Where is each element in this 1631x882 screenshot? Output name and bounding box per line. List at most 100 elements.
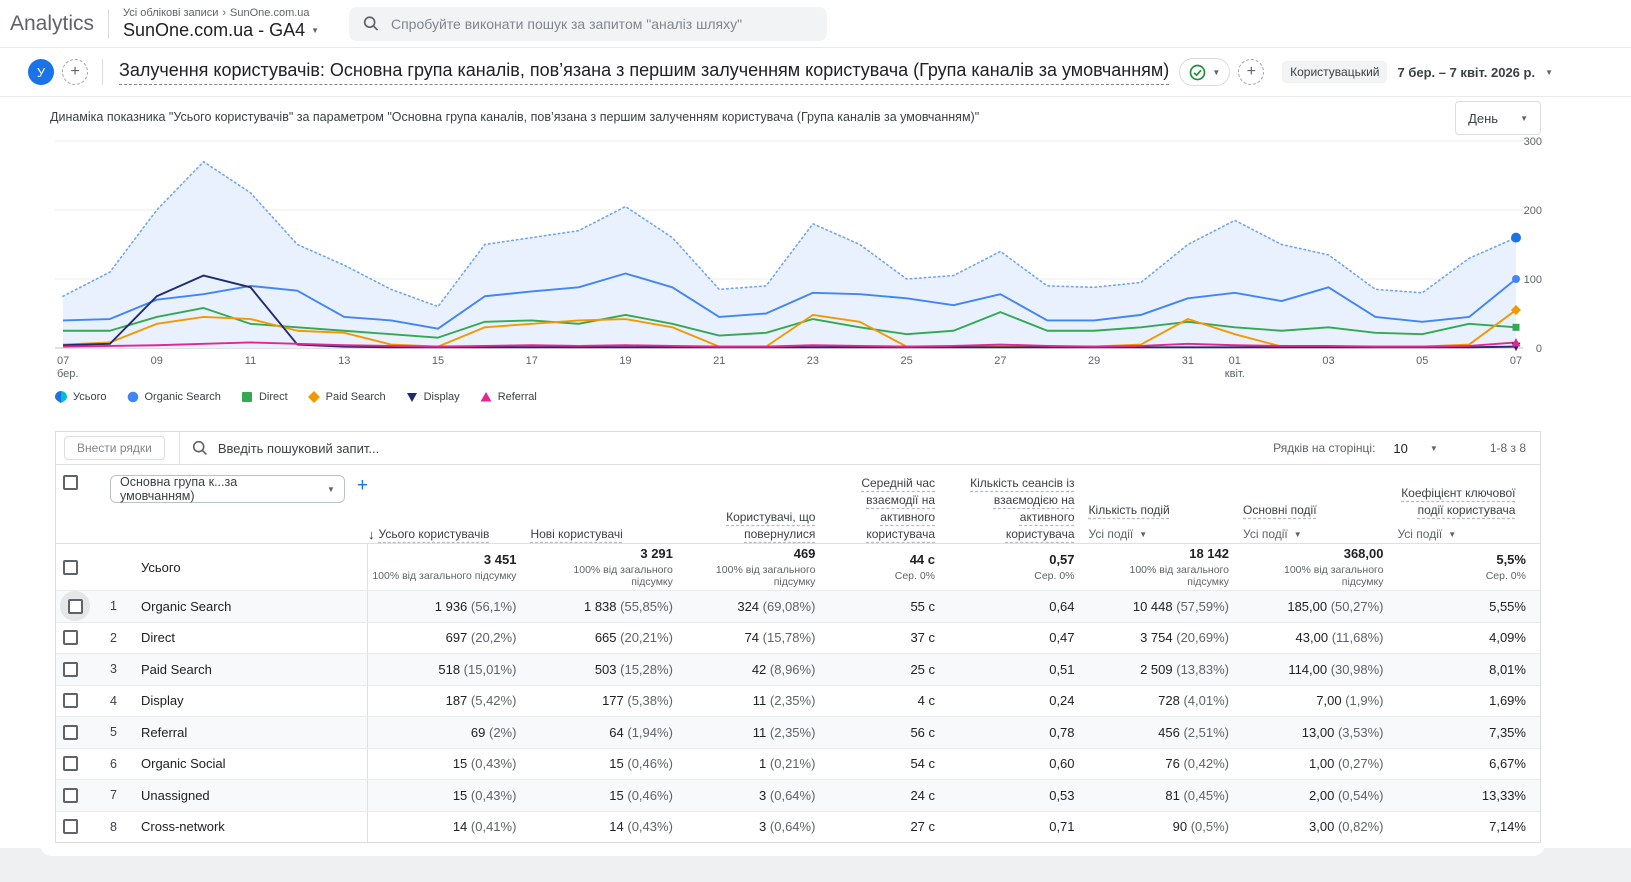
column-header[interactable]: Нові користувачі bbox=[530, 527, 623, 541]
add-dimension-button[interactable]: + bbox=[356, 475, 368, 496]
row-checkbox[interactable] bbox=[63, 787, 78, 803]
dimension-selector[interactable]: Основна група к...за умовчанням) ▼ bbox=[110, 475, 345, 503]
column-header[interactable]: Коефіцієнт ключової події користувача Усі… bbox=[1397, 486, 1516, 541]
legend-item[interactable]: Display bbox=[406, 391, 460, 403]
insert-rows-button[interactable]: Внести рядки bbox=[64, 436, 165, 460]
row-checkbox[interactable] bbox=[63, 630, 78, 646]
property-name[interactable]: SunOne.com.ua - GA4 bbox=[123, 19, 306, 40]
pin-marker-icon bbox=[55, 391, 67, 403]
metric-value: 13,00 (3,53%) bbox=[1301, 724, 1384, 740]
metric-value: 4,09% bbox=[1489, 630, 1526, 646]
event-filter[interactable]: Усі події bbox=[1397, 527, 1443, 541]
add-report-button[interactable]: + bbox=[1238, 59, 1265, 85]
chevron-down-icon[interactable]: ▼ bbox=[1545, 67, 1553, 77]
row-checkbox-cell bbox=[56, 623, 96, 654]
table-body: 1 Organic Search 1 936 (56,1%) 1 838 (55,85… bbox=[56, 590, 1540, 842]
breadcrumb-current[interactable]: SunOne.com.ua bbox=[230, 6, 310, 19]
legend-item[interactable]: Direct bbox=[241, 391, 288, 403]
totals-value: 5,5% Сер. 0% bbox=[1485, 552, 1526, 582]
table-row[interactable]: 7 Unassigned 15 (0,43%) 15 (0,46%) 3 (0,64%)… bbox=[56, 779, 1540, 811]
data-table: Внести рядки Рядків на сторінці: 10 ▼ 1-… bbox=[55, 431, 1541, 843]
event-filter[interactable]: Усі події bbox=[1243, 527, 1288, 541]
metric-value: 27 с bbox=[910, 819, 936, 835]
metric-value: 3,00 (0,82%) bbox=[1309, 819, 1384, 835]
metric-value: 90 (0,5%) bbox=[1172, 819, 1229, 835]
diamond-marker-icon bbox=[307, 391, 320, 403]
global-search[interactable] bbox=[349, 6, 828, 41]
breadcrumb-separator-icon: › bbox=[222, 6, 227, 19]
metric-value: 15 (0,43%) bbox=[452, 787, 517, 803]
svg-text:05: 05 bbox=[1416, 355, 1428, 367]
granularity-dropdown[interactable]: День ▼ bbox=[1455, 101, 1541, 135]
date-range[interactable]: 7 бер. – 7 квіт. 2026 р. bbox=[1397, 64, 1536, 80]
legend-item[interactable]: Усього bbox=[55, 391, 107, 403]
row-number: 7 bbox=[110, 788, 117, 803]
table-row[interactable]: 1 Organic Search 1 936 (56,1%) 1 838 (55,85… bbox=[56, 590, 1540, 622]
table-search[interactable] bbox=[192, 440, 1273, 456]
legend-item[interactable]: Referral bbox=[480, 391, 537, 403]
metric-value: 15 (0,43%) bbox=[452, 756, 517, 772]
row-checkbox-cell bbox=[56, 717, 96, 748]
column-header[interactable]: Користувачі, що повернулися bbox=[726, 510, 816, 541]
metric-value: 2,00 (0,54%) bbox=[1309, 787, 1384, 803]
legend-item[interactable]: Paid Search bbox=[307, 391, 386, 403]
avatar[interactable]: У bbox=[28, 59, 54, 85]
metric-value: 503 (15,28%) bbox=[594, 661, 673, 677]
svg-text:07: 07 bbox=[57, 355, 69, 367]
table-row[interactable]: 4 Display 187 (5,42%) 177 (5,38%) 11 (2,35%)… bbox=[56, 684, 1540, 716]
metric-value: 324 (69,08%) bbox=[737, 598, 816, 614]
row-checkbox[interactable] bbox=[63, 693, 78, 709]
search-input[interactable] bbox=[390, 15, 814, 32]
metric-value: 3 754 (20,69%) bbox=[1140, 630, 1229, 646]
channel-name: Direct bbox=[134, 622, 368, 653]
metric-value: 14 (0,41%) bbox=[452, 819, 517, 835]
report-title[interactable]: Залучення користувачів: Основна група ка… bbox=[119, 60, 1170, 85]
metric-value: 10 448 (57,59%) bbox=[1132, 598, 1229, 614]
channel-name: Organic Search bbox=[134, 591, 368, 622]
metric-value: 0,60 bbox=[1049, 756, 1075, 772]
column-header[interactable]: Основні події Усі події ▼ bbox=[1243, 503, 1317, 541]
chevron-down-icon[interactable]: ▼ bbox=[1429, 443, 1438, 453]
chevron-down-icon: ▼ bbox=[1293, 530, 1302, 539]
granularity-value: День bbox=[1468, 110, 1499, 126]
chevron-down-icon: ▼ bbox=[1448, 530, 1457, 539]
column-header[interactable]: ↓ Усього користувачів bbox=[368, 527, 490, 542]
select-all-checkbox[interactable] bbox=[63, 475, 78, 490]
add-comparison-button[interactable]: + bbox=[62, 59, 88, 85]
chevron-down-icon: ▼ bbox=[326, 484, 335, 494]
metric-value: 3 (0,64%) bbox=[759, 819, 816, 835]
svg-text:27: 27 bbox=[994, 355, 1006, 367]
svg-text:29: 29 bbox=[1088, 355, 1100, 367]
row-checkbox[interactable] bbox=[63, 724, 78, 740]
metric-value: 0,47 bbox=[1049, 630, 1075, 646]
table-search-input[interactable] bbox=[217, 440, 638, 456]
divider bbox=[108, 8, 110, 39]
metric-value: 42 (8,96%) bbox=[751, 661, 816, 677]
table-row[interactable]: 3 Paid Search 518 (15,01%) 503 (15,28%) 42 (… bbox=[56, 653, 1540, 685]
totals-checkbox[interactable] bbox=[63, 559, 78, 575]
metric-value: 3 (0,64%) bbox=[759, 787, 816, 803]
row-checkbox[interactable] bbox=[63, 661, 78, 677]
metric-value: 37 с bbox=[910, 630, 936, 646]
report-status-button[interactable]: ▼ bbox=[1179, 58, 1231, 86]
breadcrumb-root[interactable]: Усі облікові записи bbox=[123, 6, 219, 19]
circle-marker-icon bbox=[127, 391, 138, 403]
totals-label: Усього bbox=[134, 544, 368, 590]
row-checkbox[interactable] bbox=[63, 756, 78, 772]
column-header[interactable]: Кількість сеансів із взаємодією на актив… bbox=[970, 476, 1075, 541]
report-header: У + Залучення користувачів: Основна груп… bbox=[0, 48, 1631, 97]
column-header[interactable]: Кількість подій Усі події ▼ bbox=[1088, 503, 1170, 541]
event-filter[interactable]: Усі події bbox=[1088, 527, 1134, 541]
legend-item[interactable]: Organic Search bbox=[127, 391, 221, 403]
table-row[interactable]: 8 Cross-network 14 (0,41%) 14 (0,43%) 3 (0,6… bbox=[56, 810, 1540, 842]
column-header[interactable]: Середній час взаємодії на активного кори… bbox=[861, 476, 936, 541]
rows-per-page-value[interactable]: 10 bbox=[1393, 440, 1408, 456]
account-switcher[interactable]: Усі облікові записи › SunOne.com.ua SunO… bbox=[123, 7, 319, 41]
metric-value: 11 (2,35%) bbox=[752, 724, 816, 740]
row-checkbox[interactable] bbox=[63, 819, 78, 835]
table-row[interactable]: 5 Referral 69 (2%) 64 (1,94%) 11 (2,35%) 56 с… bbox=[56, 716, 1540, 748]
table-row[interactable]: 6 Organic Social 15 (0,43%) 15 (0,46%) 1 (0,… bbox=[56, 747, 1540, 779]
table-row[interactable]: 2 Direct 697 (20,2%) 665 (20,21%) 74 (15,78%… bbox=[56, 621, 1540, 654]
row-checkbox[interactable] bbox=[67, 598, 83, 614]
